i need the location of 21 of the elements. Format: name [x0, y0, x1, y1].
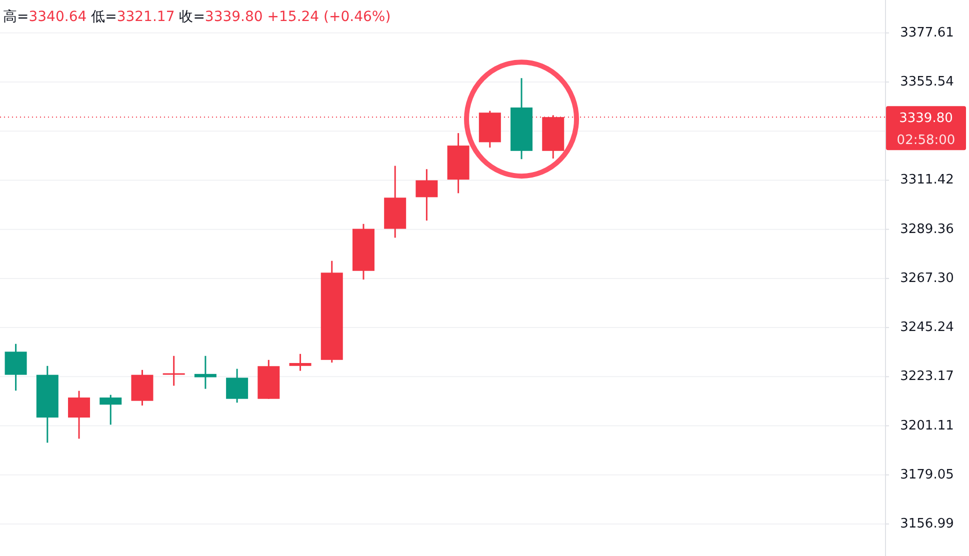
y-tick-label: 3311.42 — [900, 172, 954, 188]
y-tick-label: 3289.36 — [900, 222, 954, 237]
text: 02:58:00 — [896, 133, 956, 148]
annotation: 高=3340.64 低=3321.17 收=3339.80 +15.24 (+0.46%) — [3, 9, 391, 25]
candlestick — [162, 355, 185, 386]
y-tick-label: 3223.17 — [900, 369, 954, 384]
candlestick — [226, 368, 248, 404]
candlestick — [194, 355, 216, 390]
y-tick-label: 3267.30 — [900, 270, 954, 286]
candlestick — [68, 390, 90, 440]
candlestick — [289, 353, 312, 372]
candlestick — [4, 343, 27, 392]
y-tick-label: 3179.05 — [900, 467, 954, 482]
y-tick-label: 3377.61 — [900, 25, 954, 40]
y-tick-label: 3201.11 — [900, 418, 954, 434]
candlestick — [416, 168, 438, 222]
ref-line-label: 3339.80 — [899, 111, 953, 126]
y-tick-label: 3156.99 — [900, 516, 954, 532]
candlestick — [100, 394, 122, 426]
y-tick-label: 3355.54 — [900, 74, 954, 90]
y-tick-label: 3245.24 — [900, 320, 954, 336]
